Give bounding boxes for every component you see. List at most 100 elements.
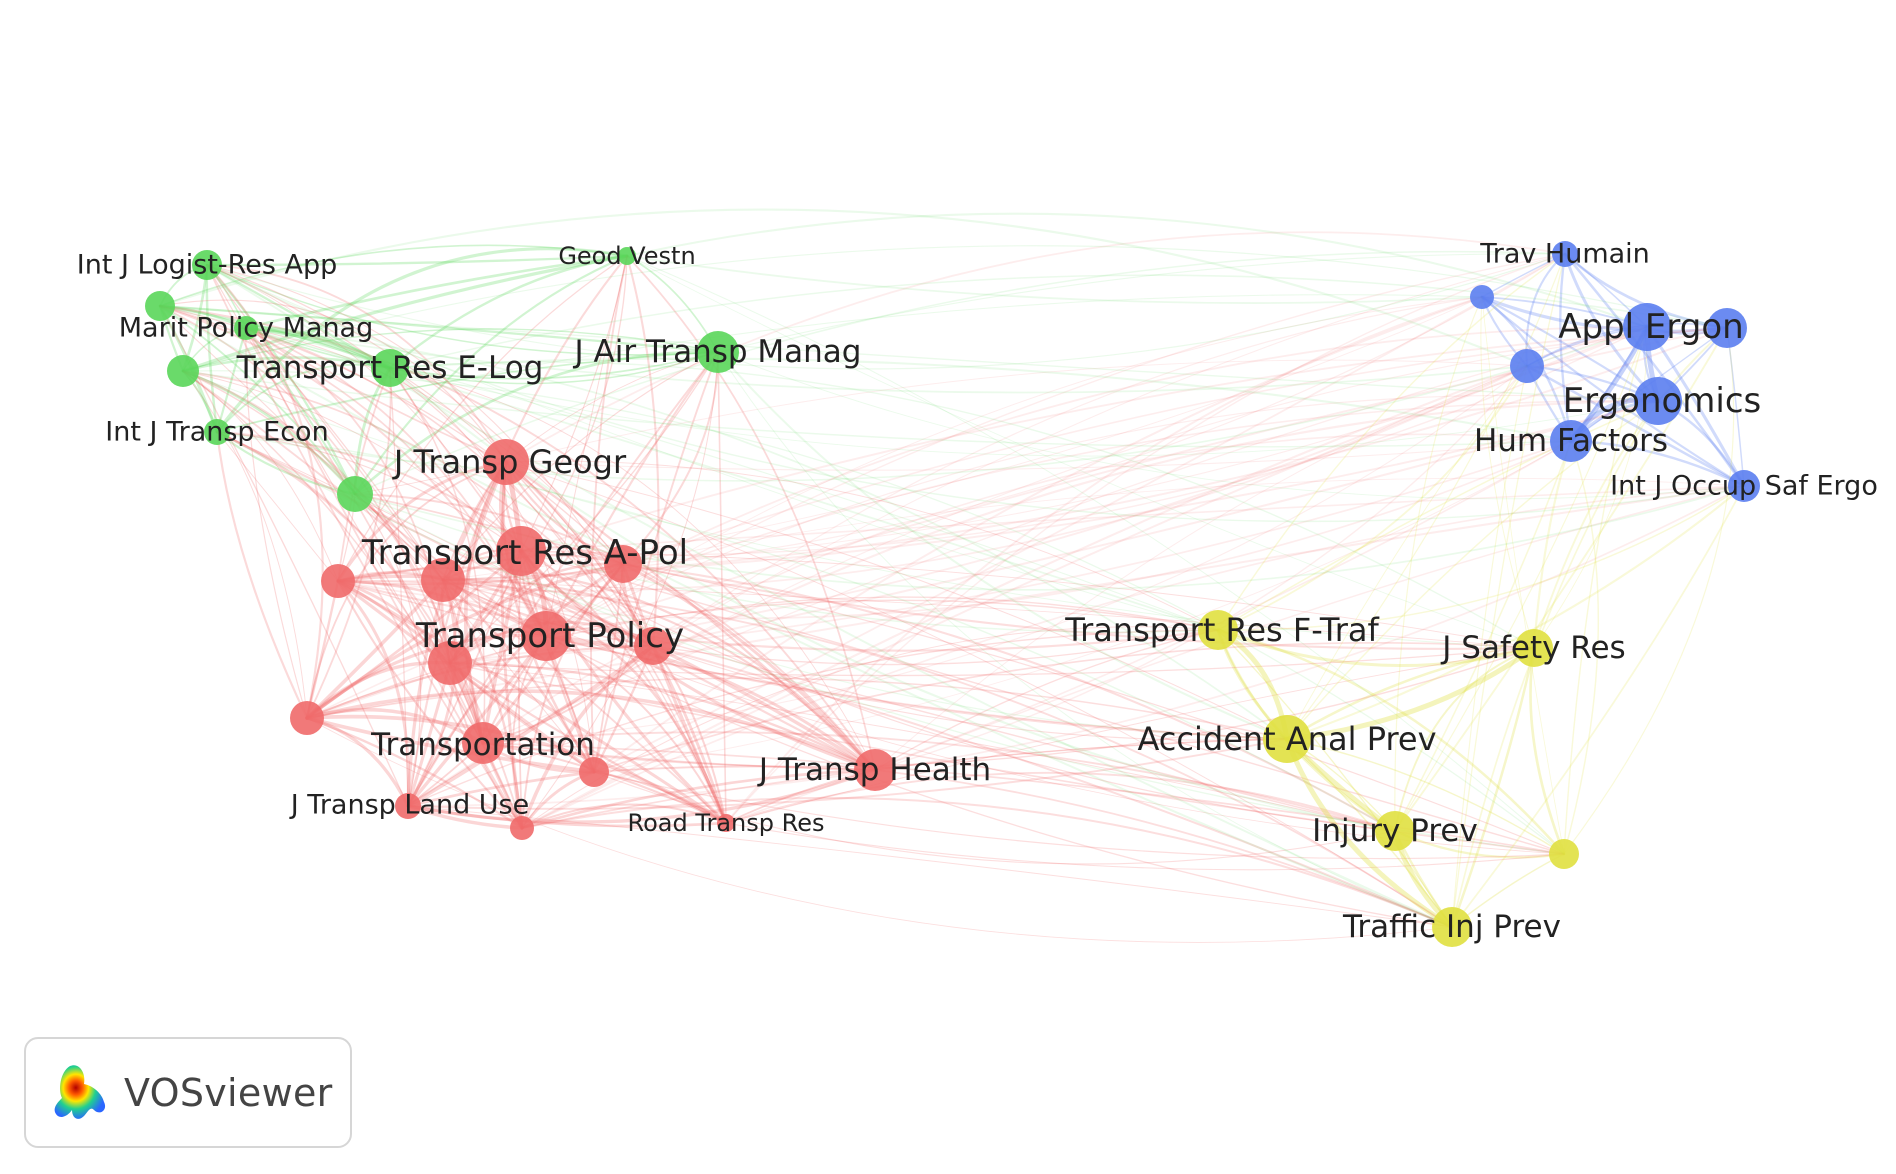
node-label-int-j-transp-econ[interactable]: Int J Transp Econ [105,417,328,448]
link-red-unlabeled-3-yellow-unlabeled-1 [622,563,1565,855]
node-transportation[interactable] [462,722,504,764]
link-j-transp-geogr-int-j-logist-res-app [206,264,507,463]
node-label-j-transp-land-use[interactable]: J Transp Land Use [289,790,529,821]
node-accident-anal-prev[interactable] [1263,715,1311,763]
link-green-unlabeled-3-accident-anal-prev [354,493,1288,740]
node-label-j-air-transp-manag[interactable]: J Air Transp Manag [573,334,862,370]
link-green-unlabeled-3-trav-humain [354,250,1566,495]
node-j-safety-res[interactable] [1515,629,1553,667]
link-transport-res-a-pol-int-j-transp-econ [216,431,522,552]
node-blue-unlabeled-2[interactable] [1510,349,1544,383]
node-traffic-inj-prev[interactable] [1432,907,1472,947]
node-int-j-occup-saf-ergo[interactable] [1728,470,1760,502]
node-red-unlabeled-8[interactable] [510,816,534,840]
node-transport-policy[interactable] [521,611,571,661]
link-red-unlabeled-4-transport-res-f-traf [652,629,1219,666]
link-trav-humain-int-j-occup-saf-ergo [1563,252,1746,488]
node-j-transp-land-use[interactable] [395,793,421,819]
link-red-unlabeled-4-traffic-inj-prev [651,644,1454,929]
link-green-unlabeled-1-ergonomics [159,305,1659,402]
link-injury-prev-yellow-unlabeled-1 [1393,829,1566,859]
link-red-unlabeled-5-hum-factors [449,440,1572,664]
node-j-transp-geogr[interactable] [483,439,529,485]
node-label-geod-vestn[interactable]: Geod Vestn [558,242,695,270]
node-ergonomics[interactable] [1634,377,1682,425]
link-transport-policy-red-unlabeled-6 [305,633,548,720]
node-injury-prev[interactable] [1375,811,1415,851]
node-red-unlabeled-3[interactable] [604,545,642,583]
node-green-unlabeled-1[interactable] [145,291,175,321]
node-road-transp-res[interactable] [717,814,735,832]
node-label-trav-humain[interactable]: Trav Humain [1479,239,1650,270]
node-red-unlabeled-6[interactable] [290,701,324,735]
node-label-int-j-occup-saf-ergo[interactable]: Int J Occup Saf Ergo [1610,471,1878,502]
node-green-unlabeled-3[interactable] [337,476,373,512]
link-traffic-inj-prev-int-j-occup-saf-ergo [1451,485,1745,928]
link-geod-vestn-green-unlabeled-3 [353,254,629,496]
node-label-j-safety-res[interactable]: J Safety Res [1440,630,1625,666]
node-hum-factors[interactable] [1550,420,1592,462]
link-j-transp-land-use-geod-vestn [406,254,629,808]
link-red-unlabeled-7-trav-humain [593,253,1566,773]
node-label-traffic-inj-prev[interactable]: Traffic Inj Prev [1342,909,1561,945]
node-appl-ergon[interactable] [1623,303,1671,351]
node-label-accident-anal-prev[interactable]: Accident Anal Prev [1137,720,1436,758]
node-j-transp-health[interactable] [854,749,896,791]
link-red-unlabeled-8-transport-res-f-traf [521,626,1219,829]
link-trav-humain-blue-unlabeled-3 [1563,252,1729,330]
link-j-transp-land-use-green-unlabeled-3 [354,493,422,807]
link-geod-vestn-j-safety-res [626,255,1535,649]
link-geod-vestn-transport-res-e-log [388,254,629,370]
link-j-safety-res-accident-anal-prev [1285,646,1536,741]
link-yellow-unlabeled-1-blue-unlabeled-3 [1563,327,1735,855]
link-transport-res-e-log-int-j-transp-econ [216,363,391,433]
node-marit-policy-manag[interactable] [234,316,258,340]
link-red-unlabeled-8-int-j-occup-saf-ergo [521,485,1745,829]
link-red-unlabeled-2-blue-unlabeled-2 [337,365,1528,592]
node-label-transport-policy[interactable]: Transport Policy [415,616,684,656]
node-label-transport-res-f-traf[interactable]: Transport Res F-Traf [1064,611,1379,649]
node-red-unlabeled-1[interactable] [421,558,465,602]
node-blue-unlabeled-1[interactable] [1470,285,1494,309]
node-label-marit-policy-manag[interactable]: Marit Policy Manag [119,313,374,344]
link-j-transp-health-red-unlabeled-1 [441,578,877,772]
node-label-transport-res-a-pol[interactable]: Transport Res A-Pol [361,533,688,573]
node-red-unlabeled-4[interactable] [634,627,672,665]
node-label-ergonomics[interactable]: Ergonomics [1563,381,1762,421]
link-int-j-occup-saf-ergo-blue-unlabeled-2 [1525,364,1746,488]
node-label-transport-res-e-log[interactable]: Transport Res E-Log [236,350,544,386]
link-transport-res-a-pol-j-safety-res [520,550,1535,649]
node-red-unlabeled-5[interactable] [428,641,472,685]
node-green-unlabeled-2[interactable] [167,355,199,387]
node-int-j-logist-res-app[interactable] [192,250,222,280]
link-red-unlabeled-8-appl-ergon [521,326,1648,829]
node-label-appl-ergon[interactable]: Appl Ergon [1558,307,1743,347]
link-red-unlabeled-7-hum-factors [593,440,1572,773]
link-transport-res-e-log-blue-unlabeled-3 [389,274,1728,369]
node-int-j-transp-econ[interactable] [204,419,230,445]
node-label-transportation[interactable]: Transportation [370,727,595,763]
node-j-air-transp-manag[interactable] [697,331,739,373]
node-label-hum-factors[interactable]: Hum Factors [1474,423,1668,459]
node-label-j-transp-health[interactable]: J Transp Health [757,752,991,788]
node-transport-res-f-traf[interactable] [1198,610,1238,650]
link-transport-res-a-pol-green-unlabeled-2 [182,370,522,552]
node-label-j-transp-geogr[interactable]: J Transp Geogr [392,443,627,481]
node-blue-unlabeled-3[interactable] [1707,308,1747,348]
node-label-injury-prev[interactable]: Injury Prev [1312,813,1478,849]
node-transport-res-e-log[interactable] [371,349,409,387]
node-yellow-unlabeled-1[interactable] [1549,839,1579,869]
node-layer [145,241,1760,947]
link-red-unlabeled-4-transport-res-e-log [389,367,654,647]
node-geod-vestn[interactable] [618,247,636,265]
node-label-road-transp-res[interactable]: Road Transp Res [627,809,824,837]
link-accident-anal-prev-traffic-inj-prev [1284,736,1455,930]
link-red-unlabeled-6-int-j-transp-econ [215,430,309,720]
node-trav-humain[interactable] [1552,241,1578,267]
node-transport-res-a-pol[interactable] [496,526,546,576]
node-red-unlabeled-2[interactable] [321,564,355,598]
link-injury-prev-appl-ergon [1394,326,1648,832]
node-label-int-j-logist-res-app[interactable]: Int J Logist-Res App [77,250,337,281]
node-red-unlabeled-7[interactable] [579,757,609,787]
